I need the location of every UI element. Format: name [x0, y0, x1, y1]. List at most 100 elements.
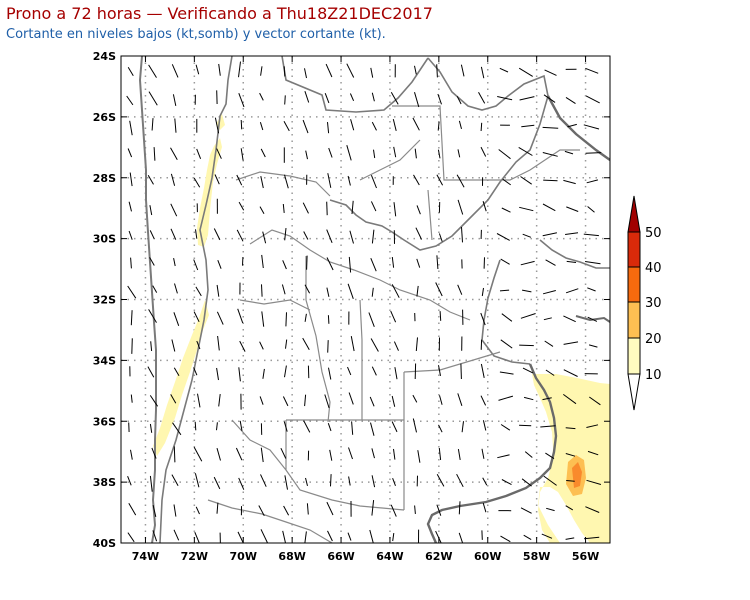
shear-vector — [519, 344, 534, 347]
shear-vector — [326, 287, 330, 297]
shear-vector — [519, 424, 532, 427]
shear-vector — [482, 420, 487, 431]
shear-vector — [238, 61, 241, 78]
province-boundaries — [207, 105, 580, 543]
shear-vector — [283, 120, 290, 132]
shear-vector — [238, 367, 241, 382]
shear-vector — [173, 258, 176, 267]
shear-vector — [461, 226, 463, 243]
colorbar-swatch-20-30 — [627, 301, 641, 339]
shear-vector — [522, 233, 532, 238]
shear-vector — [238, 93, 245, 108]
shear-vector — [369, 396, 375, 407]
shear-vector — [546, 507, 555, 512]
shear-vector — [497, 454, 510, 459]
shear-vector — [565, 232, 579, 235]
shear-vector — [563, 341, 579, 345]
shear-vector — [261, 254, 264, 269]
shear-vector — [149, 395, 159, 407]
shear-vector — [500, 535, 511, 543]
shear-vector — [437, 149, 441, 159]
shear-vector — [499, 67, 509, 73]
shear-vector — [370, 175, 377, 189]
shear-vector — [170, 147, 178, 160]
shear-vector — [371, 121, 377, 131]
shear-vector — [262, 231, 267, 244]
plot-frame — [120, 55, 611, 544]
shear-vector — [414, 65, 417, 75]
shear-vector — [392, 533, 395, 542]
shear-vector — [216, 148, 222, 159]
lat-tick-label: 26S — [93, 111, 116, 124]
shear-vector — [439, 311, 442, 321]
shear-vector — [235, 447, 243, 461]
shear-vector — [170, 173, 176, 186]
shear-vector — [282, 396, 289, 407]
shear-vector — [304, 284, 311, 294]
shear-vector — [498, 395, 514, 401]
shear-vector — [391, 395, 396, 407]
shear-vector — [545, 369, 555, 376]
shear-vector — [371, 448, 375, 459]
shear-vector — [284, 365, 287, 378]
shear-vector — [326, 229, 333, 243]
brazil-border — [539, 239, 610, 269]
shear-vector — [480, 146, 487, 157]
shear-vector — [304, 68, 307, 79]
shear-vector — [130, 449, 133, 460]
shear-vector — [496, 233, 510, 241]
shear-vector — [196, 340, 201, 350]
shear-vector — [217, 335, 220, 351]
lon-tick-label: 56W — [572, 550, 599, 563]
shear-vector — [349, 230, 354, 244]
shear-vector — [260, 447, 264, 463]
shear-vector — [482, 477, 488, 486]
shear-vector — [283, 421, 288, 432]
shear-vector — [457, 284, 463, 295]
shear-vector — [127, 148, 133, 158]
shear-vector — [457, 149, 461, 158]
shear-vector — [304, 531, 307, 543]
lon-tick-label: 64W — [376, 550, 403, 563]
lon-tick-label: 66W — [327, 550, 354, 563]
shear-vector — [542, 152, 558, 157]
shear-vector — [173, 529, 180, 541]
shear-vector — [239, 340, 246, 352]
shear-vector — [260, 529, 268, 543]
shear-vector — [218, 394, 221, 407]
shear-vector — [391, 421, 398, 433]
shear-vector — [149, 205, 153, 216]
shear-vector — [585, 67, 599, 74]
shear-vector — [522, 289, 532, 293]
andes-border — [159, 56, 233, 543]
shear-vector — [236, 229, 244, 242]
shear-vector — [128, 230, 133, 240]
lat-lon-grid — [121, 56, 610, 543]
shear-vector — [417, 450, 421, 463]
lat-tick-label: 24S — [93, 50, 116, 63]
shear-vector — [151, 447, 157, 459]
lon-tick-label: 58W — [523, 550, 550, 563]
shear-vector — [259, 341, 264, 350]
shear-vector — [195, 286, 202, 297]
map-subtitle: Cortante en niveles bajos (kt,somb) y ve… — [6, 27, 386, 42]
shear-vector — [131, 338, 133, 354]
shear-vector — [371, 500, 375, 516]
shear-vector — [151, 118, 154, 131]
shear-vector — [542, 290, 556, 295]
shear-vector — [282, 530, 286, 543]
shear-vector — [130, 257, 132, 269]
shear-vector — [351, 421, 354, 435]
shear-vector — [304, 394, 307, 407]
shear-vector — [261, 284, 263, 297]
shear-vector — [370, 422, 375, 436]
shear-vector — [193, 177, 201, 188]
lon-tick-label: 72W — [181, 550, 208, 563]
shear-vector — [543, 317, 552, 321]
shear-vector — [217, 260, 222, 269]
shear-vector — [412, 117, 420, 131]
shear-vector — [170, 394, 177, 404]
shear-vector — [458, 532, 464, 543]
shear-vector — [500, 339, 513, 349]
shear-vector — [346, 63, 355, 78]
